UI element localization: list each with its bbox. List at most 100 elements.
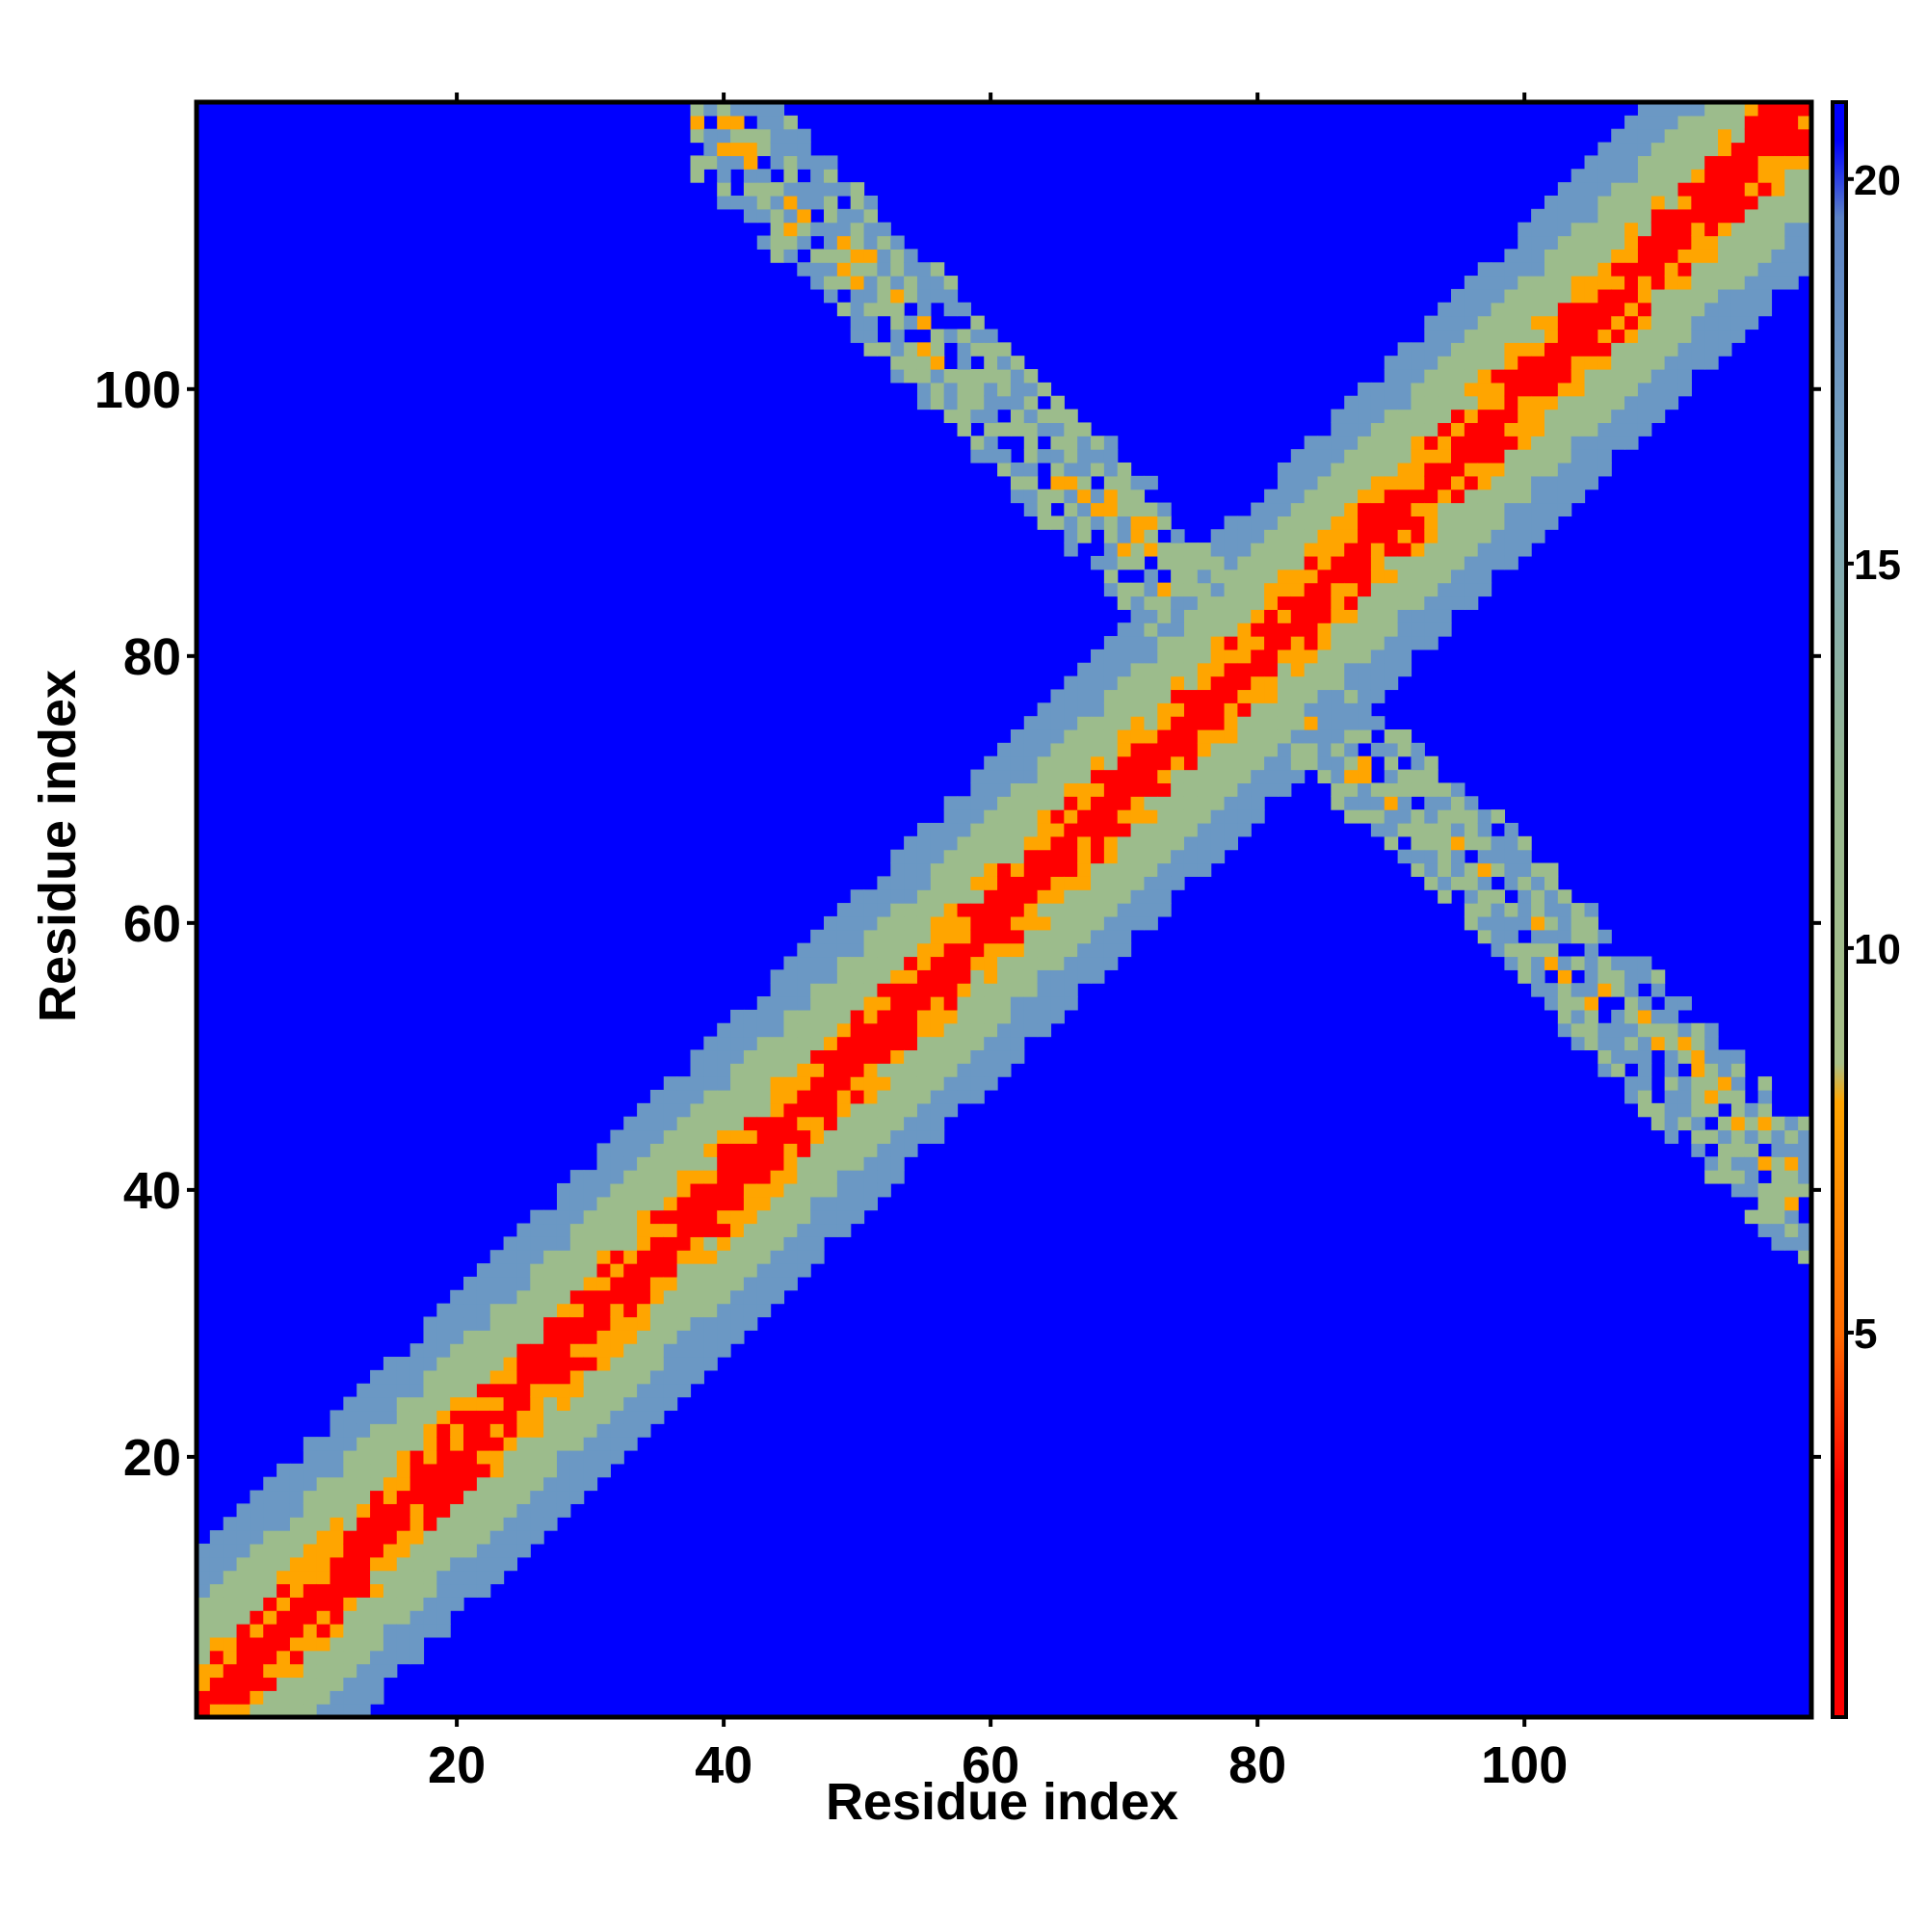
heatmap-cell (1064, 903, 1078, 917)
heatmap-cell (1637, 1076, 1652, 1091)
heatmap-cell (1451, 543, 1465, 557)
heatmap-cell (1491, 835, 1506, 851)
heatmap-cell (1010, 475, 1025, 490)
heatmap-cell (1317, 689, 1332, 703)
heatmap-cell (1637, 382, 1652, 397)
heatmap-cell (1144, 729, 1158, 744)
heatmap-cell (1117, 675, 1132, 691)
heatmap-cell (610, 1289, 624, 1305)
heatmap-cell (1677, 1049, 1692, 1064)
heatmap-cell (530, 1289, 544, 1305)
heatmap-cell (489, 1476, 505, 1492)
heatmap-cell (1424, 569, 1439, 584)
heatmap-cell (984, 395, 998, 410)
heatmap-cell (1637, 276, 1652, 290)
heatmap-cell (1611, 1009, 1625, 1024)
heatmap-cell (1064, 516, 1078, 530)
heatmap-cell (756, 996, 772, 1011)
heatmap-cell (1624, 1022, 1639, 1038)
heatmap-cell (516, 1263, 531, 1278)
heatmap-cell (1584, 1022, 1598, 1038)
heatmap-cell (1744, 249, 1759, 263)
heatmap-cell (1130, 702, 1146, 717)
heatmap-cell (743, 1049, 758, 1064)
heatmap-cell (583, 1343, 598, 1358)
heatmap-cell (1144, 782, 1158, 797)
heatmap-cell (1464, 475, 1479, 490)
heatmap-cell (1023, 835, 1039, 851)
heatmap-cell (783, 1263, 798, 1278)
heatmap-cell (1531, 462, 1545, 477)
heatmap-cell (1451, 489, 1465, 504)
heatmap-cell (824, 1089, 838, 1104)
heatmap-cell (1730, 1129, 1746, 1144)
heatmap-cell (1304, 662, 1319, 677)
heatmap-cell (1664, 288, 1679, 304)
heatmap-cell (1037, 742, 1052, 757)
heatmap-cell (223, 1663, 238, 1679)
heatmap-cell (1304, 502, 1319, 516)
heatmap-cell (303, 1704, 318, 1718)
heatmap-cell (1411, 489, 1425, 504)
heatmap-cell (330, 1476, 344, 1492)
heatmap-cell (890, 889, 905, 904)
heatmap-cell (663, 1102, 678, 1118)
heatmap-cell (1771, 1182, 1785, 1198)
heatmap-cell (1730, 222, 1746, 237)
heatmap-cell (583, 1396, 598, 1412)
heatmap-cell (1411, 449, 1425, 463)
heatmap-cell (1424, 342, 1439, 357)
heatmap-cell (1397, 555, 1412, 570)
heatmap-cell (1010, 956, 1025, 970)
heatmap-cell (1304, 516, 1319, 530)
heatmap-cell (1650, 1036, 1666, 1051)
heatmap-cell (1358, 462, 1372, 477)
heatmap-cell (1370, 782, 1386, 797)
heatmap-cell (1438, 302, 1452, 317)
heatmap-cell (984, 449, 998, 463)
heatmap-cell (476, 1530, 491, 1545)
heatmap-cell (690, 1170, 704, 1184)
heatmap-cell (1571, 302, 1586, 317)
heatmap-cell (543, 1236, 558, 1251)
heatmap-cell (383, 1570, 398, 1585)
heatmap-cell (503, 1410, 518, 1424)
heatmap-cell (1010, 1036, 1025, 1051)
heatmap-cell (756, 208, 772, 224)
heatmap-cell (1370, 409, 1386, 424)
heatmap-cell (463, 1517, 478, 1531)
heatmap-cell (717, 1196, 731, 1211)
heatmap-cell (1010, 849, 1025, 864)
heatmap-cell (1744, 142, 1759, 156)
heatmap-cell (703, 1143, 718, 1157)
heatmap-cell (756, 1236, 772, 1251)
heatmap-cell (1331, 555, 1345, 570)
heatmap-cell (756, 1289, 772, 1305)
heatmap-cell (1210, 622, 1226, 637)
heatmap-cell (1491, 849, 1506, 864)
heatmap-cell (1744, 235, 1759, 250)
heatmap-cell (1424, 475, 1439, 490)
heatmap-cell (863, 195, 879, 210)
heatmap-cell (423, 1503, 437, 1518)
heatmap-cell (1557, 1009, 1572, 1024)
heatmap-cell (1718, 222, 1732, 237)
heatmap-cell (330, 1517, 344, 1531)
heatmap-cell (957, 929, 971, 944)
heatmap-cell (1557, 276, 1572, 290)
heatmap-cell (1264, 529, 1279, 543)
heatmap-cell (797, 1089, 811, 1104)
heatmap-cell (676, 1263, 692, 1278)
heatmap-cell (569, 1476, 585, 1492)
heatmap-cell (916, 983, 932, 997)
heatmap-cell (824, 235, 838, 250)
heatmap-cell (1438, 796, 1452, 810)
heatmap-cell (610, 1330, 624, 1344)
heatmap-cell (810, 1236, 825, 1251)
heatmap-cell (1571, 329, 1586, 343)
heatmap-cell (1518, 288, 1532, 304)
heatmap-cell (863, 983, 879, 997)
heatmap-cell (1264, 622, 1279, 637)
heatmap-cell (717, 1276, 731, 1291)
heatmap-cell (556, 1490, 571, 1504)
